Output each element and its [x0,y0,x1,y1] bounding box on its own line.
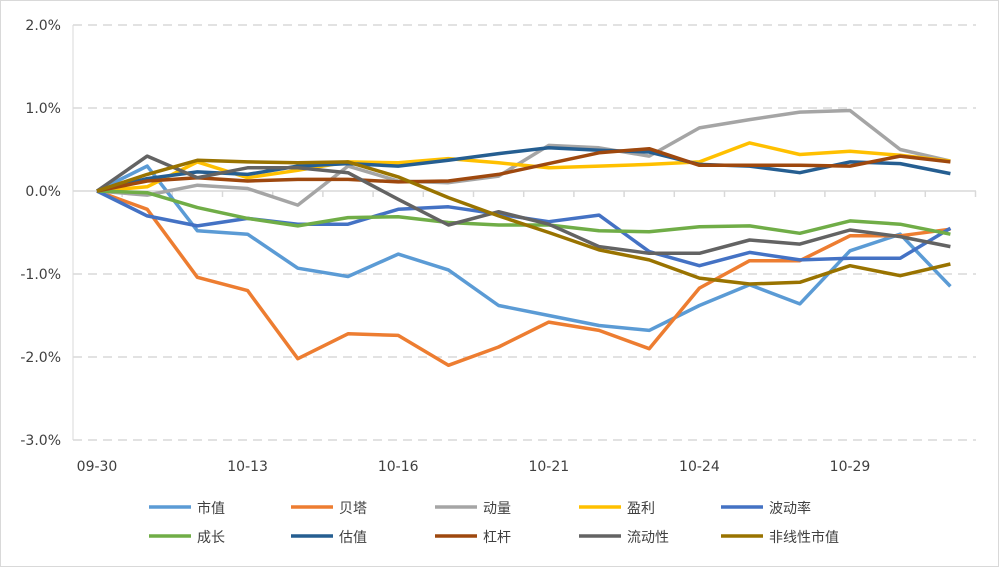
series-line-8 [96,146,951,193]
legend-label: 波动率 [769,500,811,517]
x-tick-label: 09-30 [77,459,118,475]
legend-label: 动量 [483,501,511,517]
x-tick-label: 10-29 [830,459,871,475]
y-tick-label: 0.0% [25,184,61,200]
x-tick-label: 10-16 [378,459,419,475]
series-line-3 [96,108,951,207]
legend-label: 杠杆 [483,530,511,546]
series-line-9 [96,154,951,256]
series-line-10 [96,158,951,286]
legend-label: 盈利 [627,501,655,517]
series-line-6 [96,189,951,236]
legend-label: 估值 [339,530,367,546]
y-tick-label: 2.0% [25,18,61,34]
series-line-2 [96,189,951,368]
y-tick-label: -3.0% [20,433,61,449]
y-tick-label: -2.0% [20,350,61,366]
series-line-1 [96,164,952,333]
legend-label: 成长 [197,530,225,546]
x-tick-label: 10-13 [227,459,268,475]
x-tick-label: 10-24 [679,459,720,475]
y-tick-label: -1.0% [20,267,61,283]
legend-label: 流动性 [627,530,669,546]
legend-label: 市值 [197,500,225,517]
legend-label: 非线性市值 [769,529,839,546]
x-tick-label: 10-21 [528,459,569,475]
legend-label: 贝塔 [339,501,367,517]
y-tick-label: 1.0% [25,101,61,117]
series-line-7 [96,146,951,193]
